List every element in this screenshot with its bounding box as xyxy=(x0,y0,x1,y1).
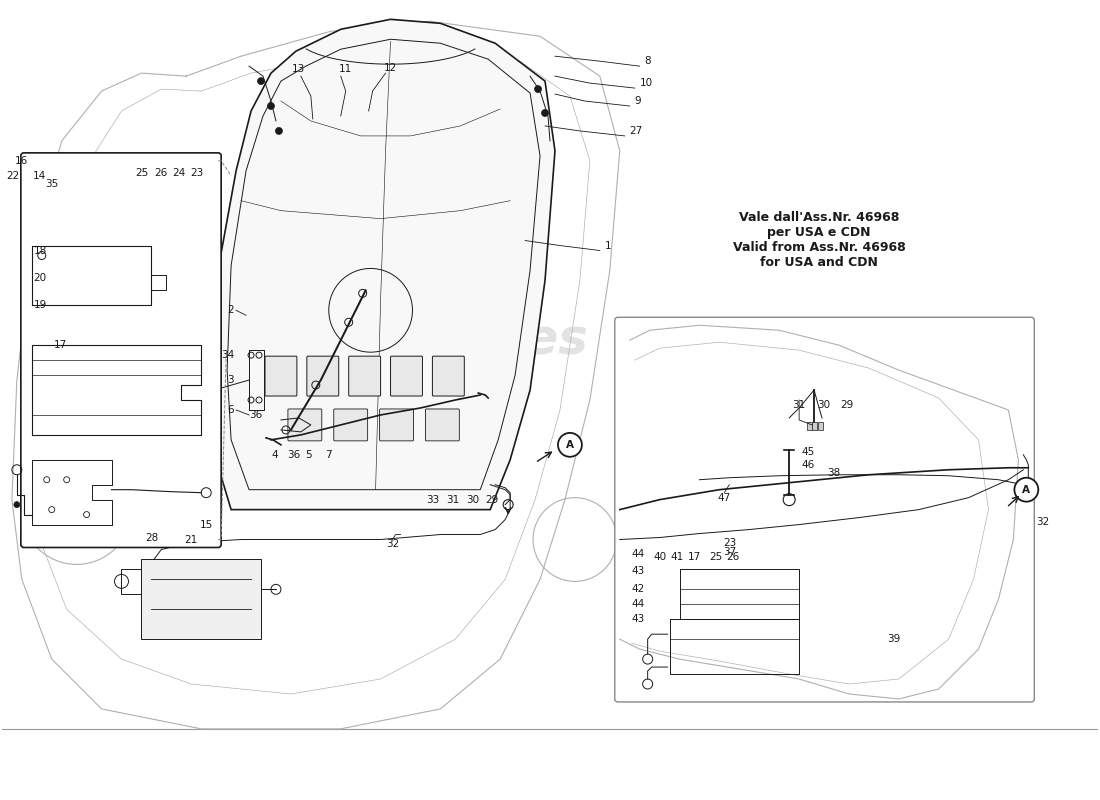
FancyBboxPatch shape xyxy=(307,356,339,396)
Text: Vale dall'Ass.Nr. 46968
per USA e CDN
Valid from Ass.Nr. 46968
for USA and CDN: Vale dall'Ass.Nr. 46968 per USA e CDN Va… xyxy=(733,210,905,269)
Circle shape xyxy=(267,102,275,110)
Text: 33: 33 xyxy=(426,494,439,505)
Text: 31: 31 xyxy=(446,494,459,505)
Text: 19: 19 xyxy=(33,300,47,310)
FancyBboxPatch shape xyxy=(333,409,367,441)
Polygon shape xyxy=(211,19,556,510)
FancyBboxPatch shape xyxy=(265,356,297,396)
Text: 10: 10 xyxy=(640,78,652,88)
Text: 18: 18 xyxy=(33,246,47,255)
FancyBboxPatch shape xyxy=(142,559,261,639)
FancyBboxPatch shape xyxy=(432,356,464,396)
Text: 21: 21 xyxy=(185,534,198,545)
Text: 46: 46 xyxy=(801,460,814,470)
Text: 47: 47 xyxy=(718,493,732,502)
Text: 40: 40 xyxy=(653,553,667,562)
Text: 27: 27 xyxy=(629,126,644,136)
Text: 23: 23 xyxy=(723,538,736,547)
Text: 9: 9 xyxy=(635,96,641,106)
Text: 38: 38 xyxy=(827,468,840,478)
Text: 16: 16 xyxy=(15,156,29,166)
Text: 30: 30 xyxy=(465,494,478,505)
FancyBboxPatch shape xyxy=(818,422,823,430)
Text: 4: 4 xyxy=(272,450,278,460)
Text: 12: 12 xyxy=(384,63,397,73)
Text: 32: 32 xyxy=(1036,517,1049,526)
Circle shape xyxy=(14,502,20,508)
Text: 24: 24 xyxy=(173,168,186,178)
Text: 20: 20 xyxy=(34,274,47,283)
Text: 41: 41 xyxy=(671,553,684,562)
Text: 17: 17 xyxy=(688,553,701,562)
Text: 36: 36 xyxy=(287,450,300,460)
Circle shape xyxy=(541,110,549,117)
FancyBboxPatch shape xyxy=(349,356,381,396)
Circle shape xyxy=(257,78,264,85)
Text: 43: 43 xyxy=(631,566,645,577)
Text: 7: 7 xyxy=(326,450,332,460)
Text: 32: 32 xyxy=(386,539,399,550)
Text: 6: 6 xyxy=(228,405,234,415)
FancyBboxPatch shape xyxy=(390,356,422,396)
FancyBboxPatch shape xyxy=(288,409,322,441)
Text: A: A xyxy=(565,440,574,450)
Text: eurospares: eurospares xyxy=(639,513,860,546)
Circle shape xyxy=(1014,478,1038,502)
Text: 31: 31 xyxy=(792,400,806,410)
FancyBboxPatch shape xyxy=(426,409,460,441)
Text: 22: 22 xyxy=(7,170,20,181)
Text: 13: 13 xyxy=(293,64,306,74)
Text: 26: 26 xyxy=(727,553,740,562)
Text: 44: 44 xyxy=(631,599,645,610)
Text: 23: 23 xyxy=(190,168,204,178)
Text: 26: 26 xyxy=(155,168,168,178)
Text: 11: 11 xyxy=(339,64,352,74)
Text: 15: 15 xyxy=(199,519,212,530)
FancyBboxPatch shape xyxy=(379,409,414,441)
Text: 36: 36 xyxy=(250,410,263,420)
Text: 42: 42 xyxy=(631,584,645,594)
FancyBboxPatch shape xyxy=(21,153,221,547)
Text: 25: 25 xyxy=(135,168,149,178)
Text: 29: 29 xyxy=(840,400,854,410)
Text: 14: 14 xyxy=(33,170,46,181)
Text: 35: 35 xyxy=(45,178,58,189)
Text: 25: 25 xyxy=(708,553,722,562)
Circle shape xyxy=(535,86,541,93)
Circle shape xyxy=(275,127,283,134)
Text: 29: 29 xyxy=(485,494,498,505)
FancyBboxPatch shape xyxy=(812,422,817,430)
Text: 37: 37 xyxy=(723,547,736,558)
Text: 28: 28 xyxy=(145,533,158,542)
Text: eurospares: eurospares xyxy=(273,316,588,364)
Text: 30: 30 xyxy=(817,400,830,410)
FancyBboxPatch shape xyxy=(807,422,812,430)
Text: A: A xyxy=(1022,485,1031,494)
Text: 3: 3 xyxy=(228,375,234,385)
Text: 17: 17 xyxy=(54,340,67,350)
Text: 44: 44 xyxy=(631,550,645,559)
Text: 43: 43 xyxy=(631,614,645,624)
Text: 39: 39 xyxy=(888,634,901,644)
Text: 2: 2 xyxy=(228,306,234,315)
Text: 8: 8 xyxy=(645,56,651,66)
Circle shape xyxy=(558,433,582,457)
Text: 45: 45 xyxy=(801,447,814,457)
Text: 5: 5 xyxy=(306,450,312,460)
FancyBboxPatch shape xyxy=(615,318,1034,702)
Text: 34: 34 xyxy=(221,350,234,360)
Text: 1: 1 xyxy=(605,241,612,250)
